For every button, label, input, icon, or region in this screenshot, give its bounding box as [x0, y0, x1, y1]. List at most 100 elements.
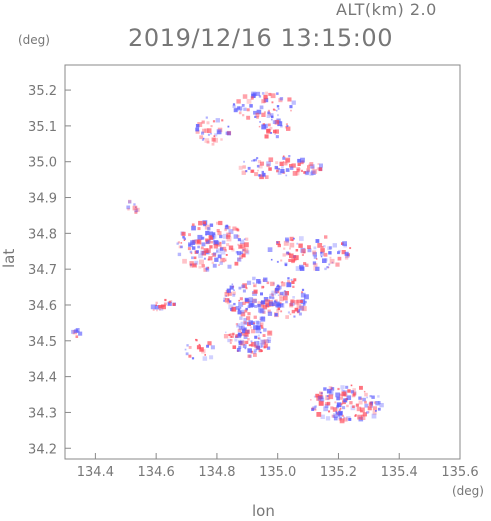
echo-cell	[134, 210, 138, 214]
echo-cell	[276, 284, 280, 287]
echo-cell	[210, 240, 214, 244]
x-tick-label: 134.4	[77, 465, 114, 480]
echo-cell	[253, 322, 255, 325]
echo-cell	[265, 91, 268, 95]
echo-cell	[194, 260, 199, 265]
echo-cell	[247, 166, 251, 170]
echo-cell	[242, 114, 245, 117]
timestamp-title: 2019/12/16 13:15:00	[128, 24, 394, 52]
echo-cell	[264, 343, 268, 348]
echo-cell	[311, 170, 316, 175]
echo-cell	[226, 243, 230, 247]
echo-cell	[161, 304, 166, 310]
echo-cell	[320, 414, 325, 419]
echo-cell	[335, 392, 341, 398]
echo-cell	[375, 401, 380, 406]
echo-cell	[263, 97, 269, 103]
echo-cell	[350, 390, 355, 394]
echo-cell	[267, 309, 271, 313]
echo-cell	[287, 277, 290, 280]
echo-cell	[220, 250, 226, 255]
x-tick-label: 135.6	[441, 465, 478, 480]
echo-cell	[128, 200, 132, 204]
echo-cell	[312, 261, 317, 265]
echo-cell	[359, 407, 365, 413]
echo-cell	[189, 250, 193, 254]
echo-cell	[312, 406, 316, 410]
echo-cell	[352, 388, 356, 392]
echo-cell	[225, 295, 227, 297]
echo-cell	[313, 267, 317, 271]
echo-cell	[209, 231, 214, 236]
echo-cell	[253, 349, 257, 353]
echo-cell	[270, 132, 273, 134]
echo-cell	[369, 395, 372, 398]
echo-cell	[195, 127, 200, 132]
echo-cell	[324, 402, 329, 406]
echo-cell	[263, 297, 269, 302]
echo-cell	[245, 299, 248, 302]
echo-cell	[188, 233, 191, 237]
echo-cell	[335, 411, 338, 413]
echo-cell	[265, 304, 268, 307]
echo-cell	[233, 302, 236, 306]
echo-cell	[329, 258, 335, 264]
echo-cell	[230, 336, 233, 338]
echo-cell	[299, 266, 305, 271]
echo-cell	[279, 302, 282, 304]
echo-cell	[236, 325, 239, 328]
echo-cell	[303, 171, 306, 174]
echo-cell	[260, 304, 265, 308]
echo-cell	[293, 315, 296, 318]
echo-cell	[292, 296, 295, 299]
echo-cell	[280, 281, 283, 284]
echo-cell	[241, 104, 245, 107]
echo-cell	[248, 303, 254, 308]
echo-cell	[282, 161, 285, 163]
echo-cell	[243, 107, 247, 111]
echo-cell	[349, 247, 352, 249]
echo-cell	[254, 340, 259, 346]
echo-cell	[264, 134, 269, 139]
echo-cell	[237, 323, 241, 327]
echo-cell	[210, 132, 212, 135]
echo-cell	[288, 155, 291, 158]
echo-cell	[285, 315, 289, 319]
echo-cell	[198, 343, 201, 346]
echo-cell	[261, 345, 264, 348]
echo-cell	[190, 240, 195, 245]
echo-cell	[343, 390, 346, 393]
echo-cell	[298, 243, 303, 248]
echo-cell	[241, 329, 246, 334]
echo-cell	[238, 339, 242, 343]
echo-cell	[191, 256, 194, 260]
echo-cell	[325, 395, 331, 401]
echo-cell	[293, 237, 295, 240]
echo-cell	[209, 223, 214, 227]
echo-cell	[240, 251, 243, 255]
echo-cell	[257, 337, 260, 340]
echo-cell	[219, 234, 223, 239]
echo-cell	[291, 309, 296, 314]
echo-cell	[261, 326, 264, 329]
echo-cell	[290, 278, 293, 281]
echo-cell	[207, 266, 210, 269]
echo-cell	[200, 250, 205, 255]
echo-cell	[244, 309, 248, 313]
echo-cell	[276, 169, 279, 173]
echo-cell	[290, 109, 292, 112]
echo-cell	[377, 401, 381, 405]
echo-cell	[366, 411, 369, 414]
echo-cell	[305, 263, 309, 267]
echo-cell	[198, 220, 203, 226]
echo-cell	[251, 292, 254, 294]
echo-cell	[183, 239, 186, 241]
echo-cell	[271, 296, 275, 300]
echo-cell	[266, 161, 271, 167]
echo-cell	[320, 255, 323, 258]
echo-cell	[246, 316, 251, 321]
echo-cell	[154, 305, 160, 310]
echo-cell	[262, 99, 267, 103]
echo-cell	[155, 301, 158, 304]
echo-cell	[326, 397, 329, 401]
